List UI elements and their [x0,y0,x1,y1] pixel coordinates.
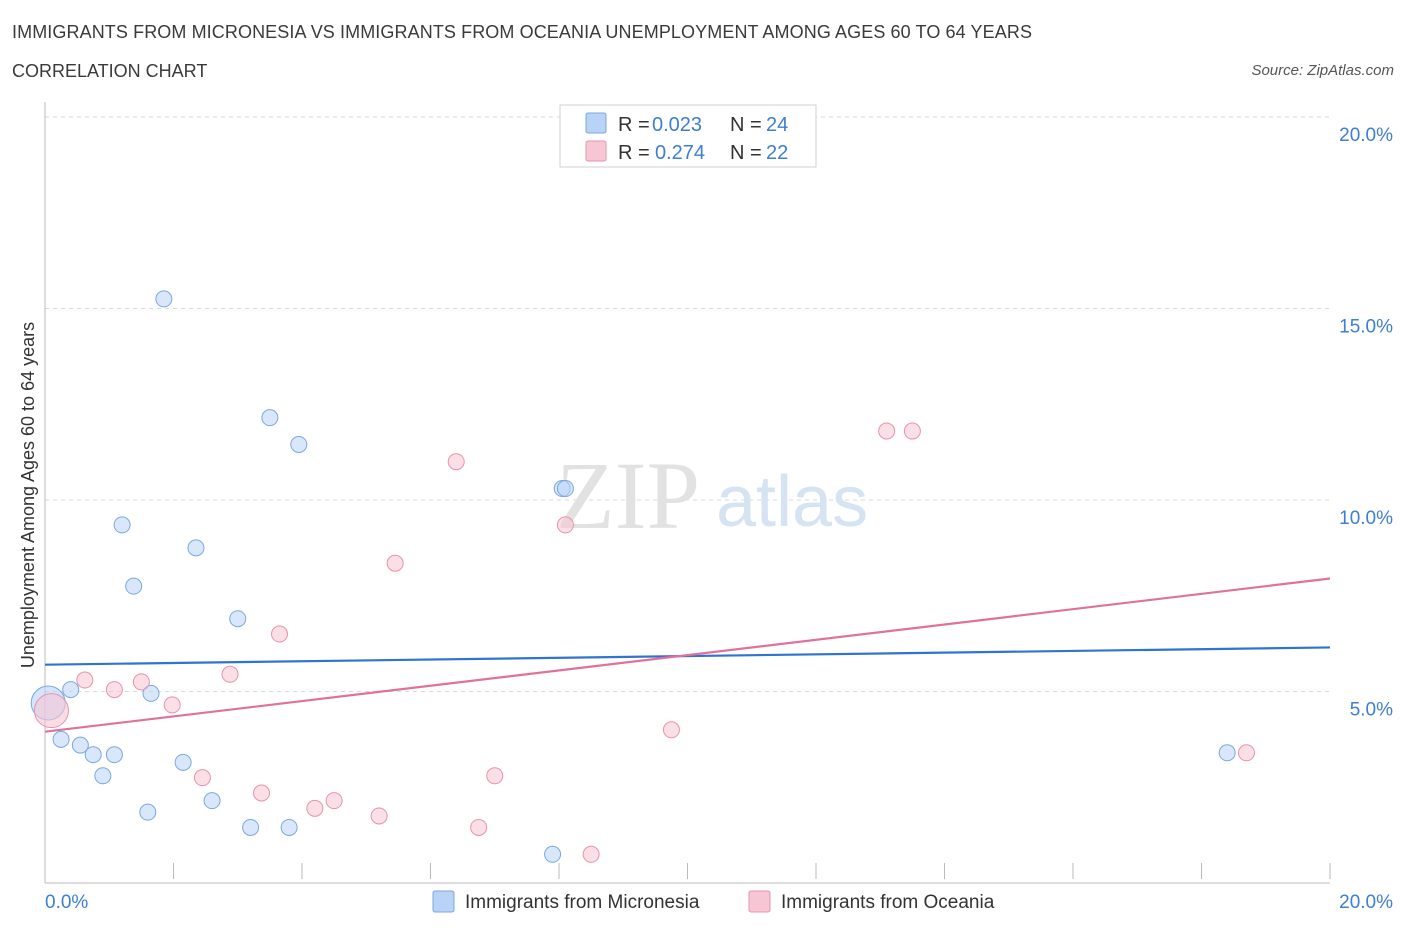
watermark-zip: ZIP [556,442,700,549]
chart-title: IMMIGRANTS FROM MICRONESIA VS IMMIGRANTS… [12,22,1033,42]
point-micronesia [187,539,205,557]
point-oceania [1237,744,1255,762]
point-micronesia [105,746,123,764]
y-tick-label-3: 20.0% [1339,125,1393,146]
legend-r-label-1: R = [618,114,650,136]
y-axis-label: Unemployment Among Ages 60 to 64 years [18,322,38,668]
point-oceania [76,671,94,689]
grid-lines [45,116,1330,692]
point-micronesia [62,681,80,699]
legend-bottom-swatch-oceania [748,890,771,913]
point-micronesia [113,516,131,534]
legend-bottom: Immigrants from Micronesia Immigrants fr… [432,890,995,913]
point-oceania [582,845,600,863]
point-micronesia [52,730,70,748]
point-oceania [193,769,211,787]
point-oceania [556,516,574,534]
legend-top: R = 0.023 N = 24 R = 0.274 N = 22 [559,104,817,168]
legend-swatch-micronesia [585,112,607,134]
legend-bottom-swatch-micronesia [432,890,455,913]
legend-r-value-1: 0.023 [652,114,702,136]
point-oceania [253,784,271,802]
data-points [30,290,1255,863]
chart-subtitle: CORRELATION CHART [12,61,208,81]
point-oceania [271,625,289,643]
point-micronesia [229,610,247,628]
point-oceania [33,693,69,729]
point-oceania [386,554,404,572]
point-micronesia [71,736,89,754]
x-tick-label-0: 0.0% [45,892,88,913]
point-oceania [163,696,181,714]
point-micronesia [155,290,173,308]
watermark: ZIP atlas [556,442,868,549]
point-micronesia [556,480,574,498]
point-micronesia [290,435,308,453]
y-tick-label-0: 5.0% [1350,700,1393,721]
point-oceania [662,721,680,739]
point-micronesia [544,845,562,863]
y-tick-label-2: 15.0% [1339,317,1393,338]
x-tick-label-1: 20.0% [1339,892,1393,913]
legend-swatch-oceania [585,140,607,162]
y-tick-label-1: 10.0% [1339,508,1393,529]
point-oceania [221,665,239,683]
point-micronesia [94,767,112,785]
point-oceania [306,799,324,817]
point-oceania [878,422,896,440]
source-label: Source: ZipAtlas.com [1251,62,1394,79]
point-oceania [903,422,921,440]
point-oceania [447,453,465,471]
point-micronesia [261,409,279,427]
trend-lines [44,577,1331,733]
legend-n-label-1: N = [730,114,762,136]
point-oceania [486,767,504,785]
point-micronesia [125,577,143,595]
legend-n-value-2: 22 [766,142,788,164]
point-micronesia [139,803,157,821]
point-micronesia [242,818,260,836]
point-oceania [105,681,123,699]
legend-bottom-label-micronesia: Immigrants from Micronesia [465,892,700,913]
point-oceania [470,818,488,836]
point-oceania [132,673,150,691]
trend-line-oceania [44,577,1331,733]
tick-labels: 5.0% 10.0% 15.0% 20.0% 0.0% 20.0% [45,125,1393,913]
point-micronesia [203,792,221,810]
legend-n-label-2: N = [730,142,762,164]
legend-r-value-2: 0.274 [655,142,705,164]
point-micronesia [84,746,102,764]
point-micronesia [142,684,160,702]
axes [44,102,1331,884]
point-oceania [325,792,343,810]
legend-bottom-label-oceania: Immigrants from Oceania [781,892,995,913]
point-micronesia [280,818,298,836]
legend-r-label-2: R = [618,142,650,164]
legend-n-value-1: 24 [766,114,788,136]
watermark-atlas: atlas [716,462,868,542]
point-micronesia [1218,744,1236,762]
point-micronesia [174,753,192,771]
point-oceania [370,807,388,825]
